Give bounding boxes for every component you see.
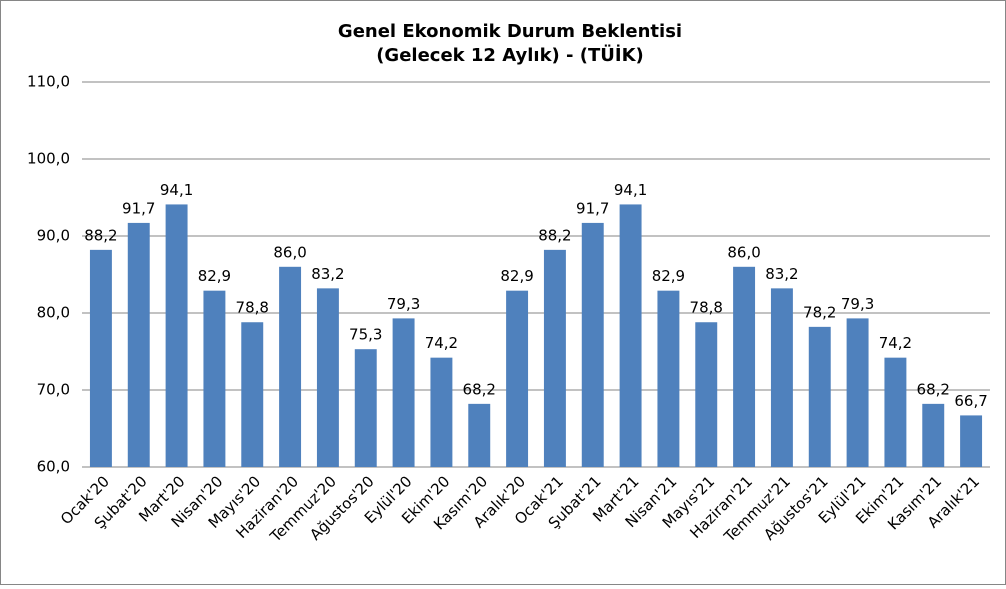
bar	[922, 403, 945, 467]
data-label: 88,2	[84, 226, 117, 244]
bar	[165, 204, 188, 467]
bar	[884, 357, 907, 467]
chart-title: Genel Ekonomik Durum Beklentisi	[338, 21, 682, 42]
data-label: 78,8	[690, 299, 723, 317]
data-label: 82,9	[500, 267, 533, 285]
y-tick-label: 100,0	[27, 150, 70, 168]
data-label: 83,2	[311, 265, 344, 283]
bar	[770, 288, 793, 467]
bar	[619, 204, 642, 467]
bar	[354, 349, 377, 467]
bar	[392, 318, 415, 467]
bar	[430, 357, 453, 467]
y-tick-label: 80,0	[37, 304, 70, 322]
data-label: 78,2	[803, 303, 836, 321]
data-label: 79,3	[841, 295, 874, 313]
bar	[316, 288, 339, 467]
bar	[733, 266, 756, 467]
data-label: 75,3	[349, 326, 382, 344]
bar	[695, 322, 718, 467]
bar	[127, 222, 150, 467]
bar	[657, 290, 680, 467]
bar	[468, 403, 491, 467]
data-label: 68,2	[917, 380, 950, 398]
y-tick-label: 110,0	[27, 73, 70, 91]
data-label: 74,2	[425, 334, 458, 352]
data-label: 86,0	[273, 243, 306, 261]
data-label: 66,7	[954, 392, 987, 410]
data-label: 79,3	[387, 295, 420, 313]
data-label: 91,7	[576, 199, 609, 217]
bar	[203, 290, 226, 467]
y-tick-label: 70,0	[37, 381, 70, 399]
bar	[543, 249, 566, 467]
bar	[581, 222, 604, 467]
data-label: 91,7	[122, 199, 155, 217]
data-label: 78,8	[236, 299, 269, 317]
data-label: 82,9	[198, 267, 231, 285]
data-label: 86,0	[727, 243, 760, 261]
data-label: 82,9	[652, 267, 685, 285]
bar	[89, 249, 112, 467]
bar	[506, 290, 529, 467]
data-label: 94,1	[160, 181, 193, 199]
data-label: 68,2	[463, 380, 496, 398]
bar	[960, 415, 983, 467]
y-tick-label: 90,0	[37, 227, 70, 245]
y-tick-label: 60,0	[37, 458, 70, 476]
data-label: 74,2	[879, 334, 912, 352]
chart-title: (Gelecek 12 Aylık) - (TÜİK)	[376, 44, 644, 66]
data-label: 88,2	[538, 226, 571, 244]
bar	[241, 322, 264, 467]
data-label: 83,2	[765, 265, 798, 283]
data-label: 94,1	[614, 181, 647, 199]
bar	[846, 318, 869, 467]
bar	[808, 326, 831, 467]
bar	[279, 266, 302, 467]
